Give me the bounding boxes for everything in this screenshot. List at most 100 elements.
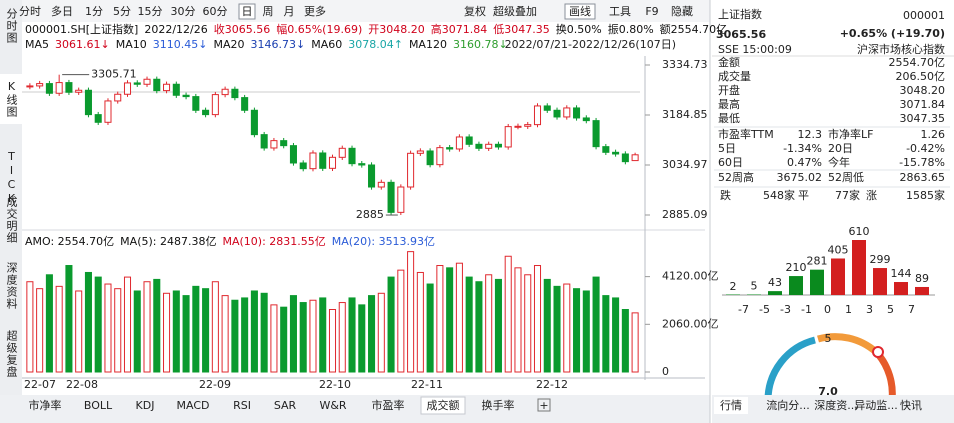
quote-line-part: 收3065.56 — [214, 22, 271, 36]
index-code: 000001 — [903, 9, 945, 22]
candle-body — [55, 82, 63, 94]
side-tab[interactable]: 深度资料 — [5, 262, 18, 310]
quote-line-part: 开3048.20 — [368, 23, 425, 36]
volume-bar — [387, 276, 395, 373]
stat-value: -0.42% — [906, 142, 945, 155]
panel-tab[interactable]: 流向分... — [766, 398, 810, 412]
quote-line-part: 幅0.65%(19.69) — [276, 23, 362, 36]
toolbar-tab[interactable]: 30分 — [171, 5, 196, 18]
bar — [726, 294, 740, 295]
x-tick-label: 22-10 — [319, 378, 351, 391]
indicator-tab[interactable]: MACD — [177, 399, 210, 412]
volume-bar — [602, 295, 610, 373]
volume-bar — [153, 278, 161, 373]
toolbar-button[interactable]: 超级叠加 — [493, 4, 537, 18]
indicator-tab[interactable]: 换手率 — [482, 398, 515, 412]
value-label: 299 — [870, 253, 891, 266]
toolbar-button[interactable]: 画线 — [569, 4, 591, 18]
candle-body — [621, 153, 629, 163]
volume-bar — [397, 269, 405, 373]
index-link[interactable]: 沪深市场核心指数 — [857, 42, 945, 56]
indicator-tab[interactable]: + — [539, 399, 548, 412]
stat-label: 成交量 — [718, 69, 751, 83]
candle-body — [494, 143, 502, 148]
toolbar-tab[interactable]: 1分 — [85, 5, 103, 18]
candle-body — [241, 97, 249, 111]
toolbar-tab[interactable]: 月 — [284, 5, 295, 18]
volume-bar — [241, 297, 249, 373]
volume-bar — [573, 288, 581, 373]
volume-bar — [426, 283, 434, 373]
toolbar-button[interactable]: 复权 — [464, 4, 486, 18]
tab-add-box — [537, 398, 551, 412]
candle-body — [104, 100, 112, 123]
candle-body — [289, 145, 297, 164]
toolbar-tab[interactable]: 60分 — [203, 5, 228, 18]
toolbar-tab[interactable]: 5分 — [113, 5, 131, 18]
side-tab[interactable]: K线图 — [5, 80, 18, 118]
index-change: +0.65% (+19.70) — [840, 27, 945, 40]
indicator-tab[interactable]: W&R — [319, 399, 346, 412]
toolbar-tab[interactable]: 周 — [263, 5, 274, 18]
toolbar-tab[interactable]: 多日 — [51, 4, 73, 18]
indicator-tab[interactable]: RSI — [233, 399, 251, 412]
candle-body — [504, 126, 512, 148]
candle-body — [280, 140, 288, 147]
volume-bar — [368, 295, 376, 373]
toolbar-button[interactable]: F9 — [645, 5, 658, 18]
bar — [894, 282, 908, 295]
volume-bar — [75, 290, 83, 373]
x-tick-label: -3 — [780, 303, 791, 316]
panel-tab[interactable]: 行情 — [720, 399, 742, 412]
stat-label: 今年 — [828, 155, 850, 169]
ma-line-part: 3146.73↓ — [250, 38, 305, 51]
toolbar-tab[interactable]: 日 — [242, 5, 253, 18]
indicator-tab[interactable]: KDJ — [136, 399, 155, 412]
volume-bar — [84, 271, 92, 373]
stat-value: 3048.20 — [900, 84, 946, 97]
candle-body — [533, 105, 542, 126]
quote-time: SSE 15:00:09 — [718, 43, 792, 56]
stat-value: 3047.35 — [900, 112, 946, 125]
volume-bar — [377, 292, 385, 373]
volume-bar — [309, 299, 317, 373]
volume-legend-part: MA(10): 2831.55亿 — [222, 235, 325, 248]
toolbar-tab[interactable]: 15分 — [138, 5, 163, 18]
volume-bar — [592, 276, 600, 373]
indicator-tab[interactable]: BOLL — [84, 399, 113, 412]
side-tab[interactable]: 成交明细 — [5, 196, 18, 244]
indicator-tab[interactable]: 市盈率 — [372, 398, 405, 412]
indicator-tab[interactable]: SAR — [274, 399, 297, 412]
volume-bar — [465, 276, 473, 373]
y-tick-label: 2885.09 — [662, 208, 708, 221]
candle-body — [231, 88, 239, 99]
volume-bar — [407, 251, 415, 373]
candle-body — [631, 154, 639, 162]
panel-tab[interactable]: 深度资... — [814, 398, 858, 412]
volume-bar — [26, 281, 34, 373]
gauge-arc — [764, 336, 816, 401]
bar — [831, 258, 845, 295]
candle-body — [368, 164, 376, 188]
side-tab[interactable]: 超级复盘 — [5, 329, 18, 378]
panel-tab[interactable]: 快讯 — [900, 399, 922, 412]
toolbar-tab[interactable]: 更多 — [304, 4, 326, 18]
side-tab[interactable]: TICK — [5, 150, 18, 206]
candle-body — [319, 152, 327, 169]
candle-body — [309, 152, 317, 170]
panel-tab[interactable]: 异动监... — [854, 399, 898, 412]
volume-bar — [475, 281, 483, 373]
volume-bar — [446, 267, 454, 373]
indicator-tab[interactable]: 成交额 — [427, 398, 460, 412]
stat-label: 市盈率TTM — [718, 127, 774, 141]
candle-body — [221, 88, 229, 96]
candle-body — [612, 151, 620, 155]
toolbar-tab[interactable]: 分时 — [19, 5, 41, 18]
stat-value: 12.3 — [798, 128, 823, 141]
side-tab[interactable]: 分时图 — [5, 8, 18, 44]
toolbar-button[interactable]: 工具 — [609, 5, 631, 18]
candle-body — [563, 107, 571, 118]
toolbar-button[interactable]: 隐藏 — [671, 5, 693, 18]
indicator-tab[interactable]: 市净率 — [29, 398, 62, 412]
candle-body — [553, 109, 561, 118]
